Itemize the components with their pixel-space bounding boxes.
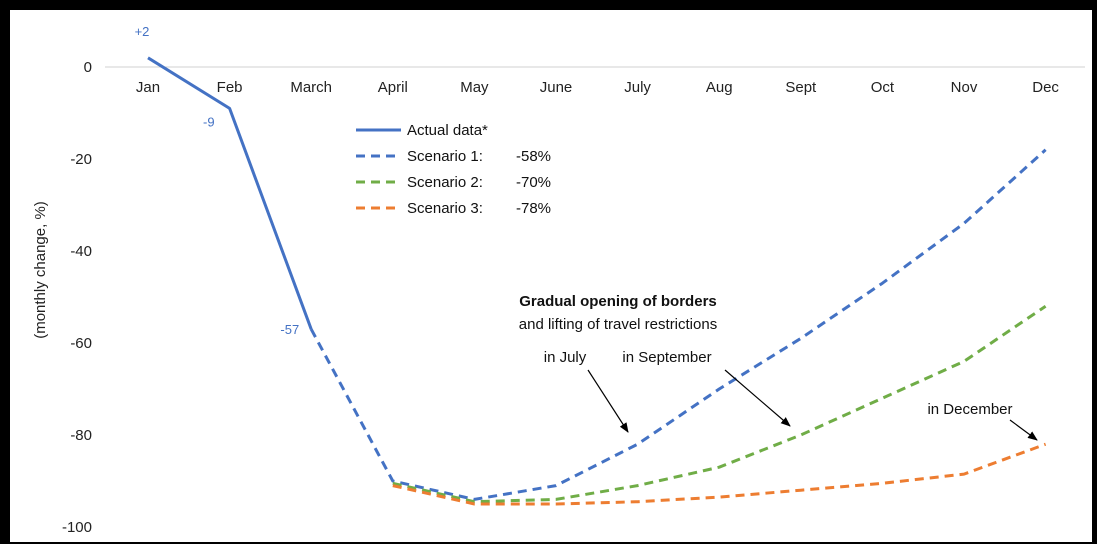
x-tick-label: Jan (136, 79, 160, 96)
data-labels: +2 -9 -57 (135, 24, 300, 337)
legend-percent: -58% (516, 148, 551, 165)
x-tick-label: June (540, 79, 573, 96)
legend-label: Actual data* (407, 122, 488, 139)
x-axis-ticks: Jan Feb March April May June July Aug Sept Oct Nov… (136, 79, 1060, 96)
x-tick-label: July (624, 79, 651, 96)
x-tick-label: Sept (785, 79, 817, 96)
y-tick-label: -40 (70, 243, 92, 260)
data-label: -9 (203, 114, 215, 129)
legend-percent: -70% (516, 174, 551, 191)
y-tick-label: -100 (62, 519, 92, 536)
arrow-july (587, 369, 629, 433)
x-tick-label: Feb (217, 79, 243, 96)
x-tick-label: Nov (951, 79, 978, 96)
legend-label: Scenario 1: (407, 148, 483, 165)
legend: Actual data* Scenario 1: -58% Scenario 2: -7… (356, 122, 551, 217)
arrow-december (1009, 419, 1038, 441)
x-tick-label: Dec (1032, 79, 1059, 96)
series-line-scenario-2 (392, 304, 1047, 504)
x-tick-label: April (378, 79, 408, 96)
annotation-september: in September (622, 349, 711, 366)
legend-percent: -78% (516, 200, 551, 217)
x-tick-label: Aug (706, 79, 733, 96)
y-tick-label: -80 (70, 427, 92, 444)
y-axis-title: (monthly change, %) (32, 201, 49, 339)
series-line-scenario-3 (392, 442, 1047, 506)
data-label: -57 (280, 322, 299, 337)
y-tick-label: -20 (70, 151, 92, 168)
legend-label: Scenario 2: (407, 174, 483, 191)
annotation-subtitle: and lifting of travel restrictions (519, 316, 717, 333)
x-tick-label: March (290, 79, 332, 96)
y-tick-label: 0 (84, 59, 92, 76)
series-line-scenario-1 (309, 148, 1047, 501)
arrow-september (724, 369, 791, 427)
y-axis-ticks: 0 -20 -40 -60 -80 -100 (62, 59, 92, 536)
data-label: +2 (135, 24, 150, 39)
series-layer (147, 56, 1047, 506)
x-tick-label: May (460, 79, 489, 96)
annotation-december: in December (927, 401, 1012, 418)
series-line-actual (147, 56, 313, 330)
y-tick-label: -60 (70, 335, 92, 352)
annotation-july: in July (544, 349, 587, 366)
legend-label: Scenario 3: (407, 200, 483, 217)
annotation-title: Gradual opening of borders (519, 293, 717, 310)
x-tick-label: Oct (871, 79, 895, 96)
